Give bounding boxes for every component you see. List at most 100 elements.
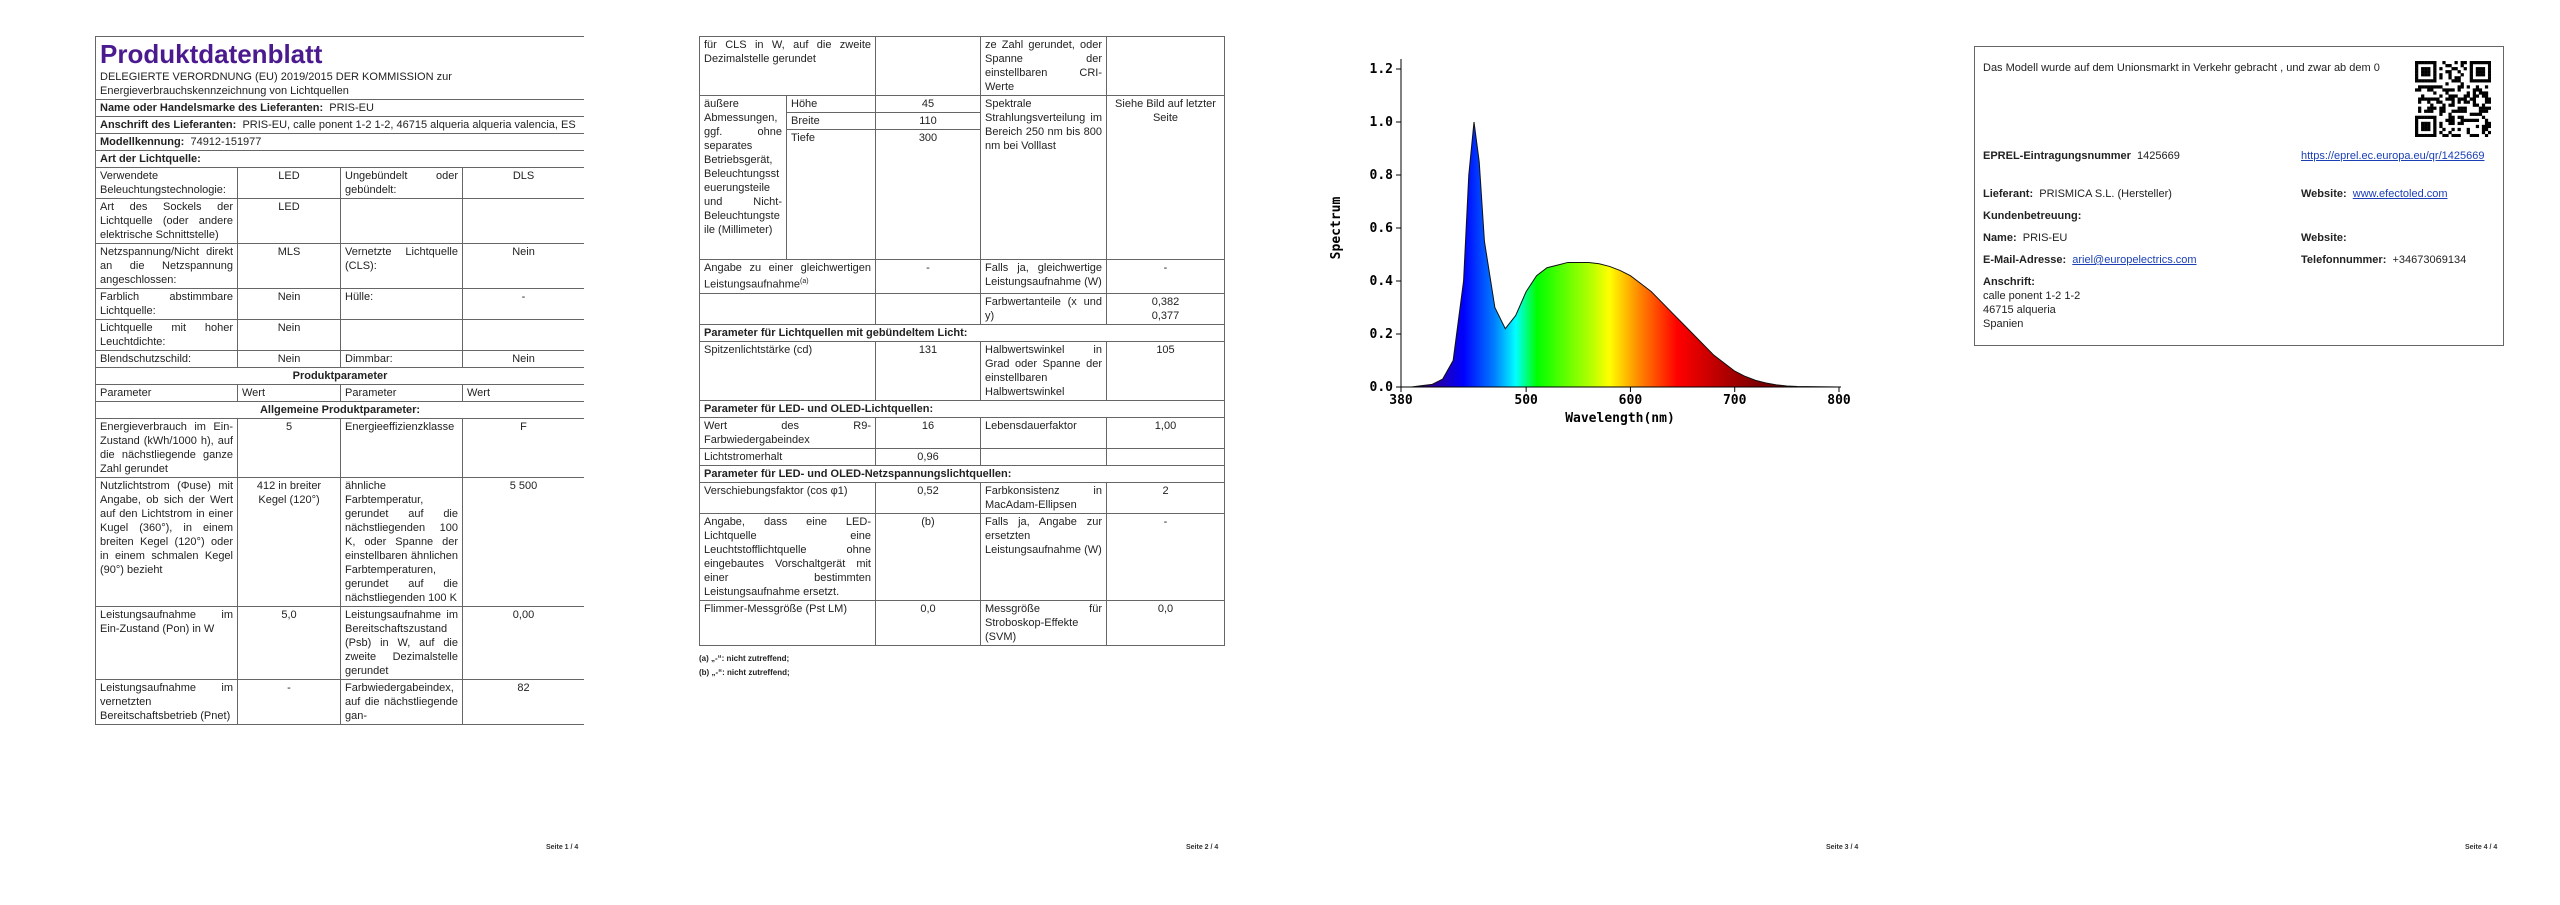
qr-module: [2418, 133, 2422, 137]
label: E-Mail-Adresse:: [1983, 254, 2067, 266]
qr-module: [2433, 73, 2437, 77]
qr-module: [2466, 91, 2470, 95]
qr-module: [2484, 127, 2489, 132]
qr-module: [2418, 79, 2422, 83]
spectrum-line: [1401, 121, 1840, 388]
y-tick-label: 0.4: [1370, 274, 1394, 289]
qr-module: [2487, 97, 2491, 101]
cell: Energieverbrauch im Ein-Zustand (kWh/100…: [95, 418, 238, 478]
qr-module: [2424, 79, 2428, 83]
cell: [461, 198, 584, 244]
qr-module: [2421, 79, 2425, 83]
row: Verschiebungsfaktor (cos φ1) 0,52 Farbkons…: [699, 481, 1225, 514]
qr-module: [2472, 100, 2476, 104]
value: 1425669: [2137, 150, 2180, 162]
qr-module: [2457, 100, 2461, 104]
qr-module: [2481, 94, 2486, 98]
email-link[interactable]: ariel@europelectrics.com: [2072, 254, 2197, 266]
cell: Falls ja, Angabe zur ersetzten Leistungs…: [980, 512, 1107, 601]
qr-module: [2439, 112, 2443, 116]
page-footer: Seite 4 / 4: [2465, 844, 2498, 851]
qr-module: [2430, 79, 2434, 83]
cell: Blendschutzschild:: [95, 350, 238, 368]
qr-module: [2433, 85, 2437, 89]
row: Leistungsaufnahme im vernetzten Bereitsc…: [95, 679, 584, 725]
qr-module: [2424, 97, 2428, 101]
qr-module: [2421, 97, 2425, 101]
qr-module: [2430, 106, 2434, 110]
qr-module: [2421, 133, 2425, 137]
cell: Nein: [237, 288, 341, 320]
cell: 2: [1106, 481, 1225, 514]
cell: LED: [237, 198, 341, 244]
cell: Spektrale Strahlungsverteilung im Bereic…: [980, 95, 1107, 260]
qr-module: [2451, 118, 2455, 122]
cell: [699, 292, 876, 325]
qr-module: [2475, 103, 2480, 107]
x-axis-label: Wavelength(nm): [1565, 411, 1675, 426]
qr-module: [2439, 76, 2443, 80]
qr-module: [2469, 79, 2473, 83]
qr-module: [2472, 133, 2476, 137]
qr-module: [2475, 70, 2480, 74]
website: Website: www.efectoled.com: [2301, 187, 2448, 201]
column-header: Wert: [237, 384, 341, 402]
qr-module: [2415, 64, 2419, 68]
value: PRIS-EU: [329, 102, 374, 114]
qr-module: [2415, 118, 2419, 122]
qr-module: [2439, 121, 2443, 126]
qr-module: [2448, 121, 2452, 126]
qr-module: [2475, 118, 2480, 122]
cell: [875, 292, 981, 325]
qr-module: [2487, 73, 2491, 77]
cell: Verschiebungsfaktor (cos φ1): [699, 481, 876, 514]
qr-module: [2427, 133, 2431, 137]
qr-module: [2430, 61, 2434, 65]
website-link[interactable]: www.efectoled.com: [2352, 188, 2448, 200]
qr-module: [2484, 121, 2489, 126]
qr-module: [2433, 70, 2437, 74]
cell: 412 in breiter Kegel (120°): [237, 477, 341, 607]
qr-module: [2442, 127, 2446, 132]
cell: Nein: [237, 350, 341, 368]
qr-module: [2484, 61, 2489, 65]
qr-module: [2421, 61, 2425, 65]
x-tick-label: 800: [1827, 393, 1851, 408]
cell: Name oder Handelsmarke des Lieferanten: …: [95, 99, 584, 117]
cell: Art des Sockels der Lichtquelle (oder an…: [95, 198, 238, 244]
qr-module: [2481, 70, 2486, 74]
cell: Leistungsaufnahme im Bereitschaftszustan…: [340, 606, 463, 680]
cell: [340, 198, 463, 244]
qr-module: [2454, 61, 2458, 65]
cell: Dimmbar:: [340, 350, 463, 368]
qr-module: [2415, 127, 2419, 132]
qr-module: [2433, 64, 2437, 68]
cell: DLS: [461, 167, 584, 199]
cell: -: [461, 288, 584, 320]
cell: [340, 319, 463, 351]
row: Nutzlichtstrom (Φuse) mit Angabe, ob sic…: [95, 477, 584, 607]
qr-module: [2448, 73, 2452, 77]
qr-module: [2442, 88, 2446, 92]
qr-module: [2460, 85, 2464, 89]
eprel-link[interactable]: https://eprel.ec.europa.eu/qr/1425669: [2301, 150, 2485, 162]
qr-module: [2445, 118, 2449, 122]
qr-module: [2427, 121, 2431, 126]
qr-module: [2439, 73, 2443, 77]
qr-module: [2433, 127, 2437, 132]
cell: -: [875, 259, 981, 294]
qr-module: [2448, 70, 2452, 74]
qr-module: [2430, 109, 2434, 113]
title-cell: Produktdatenblatt DELEGIERTE VERORDNUNG …: [95, 36, 584, 100]
cell: Farbkonsistenz in MacAdam-Ellipsen: [980, 481, 1107, 514]
qr-module: [2418, 115, 2422, 119]
qr-module: [2451, 88, 2455, 92]
qr-module: [2481, 91, 2486, 95]
cell: Nutzlichtstrom (Φuse) mit Angabe, ob sic…: [95, 477, 238, 607]
email: E-Mail-Adresse: ariel@europelectrics.com: [1983, 253, 2197, 267]
cell: Energieeffizienzklasse: [340, 418, 463, 478]
qr-module: [2460, 97, 2464, 101]
qr-module: [2448, 64, 2452, 68]
row: für CLS in W, auf die zweite Dezimalstel…: [699, 36, 1225, 96]
qr-module: [2433, 121, 2437, 126]
